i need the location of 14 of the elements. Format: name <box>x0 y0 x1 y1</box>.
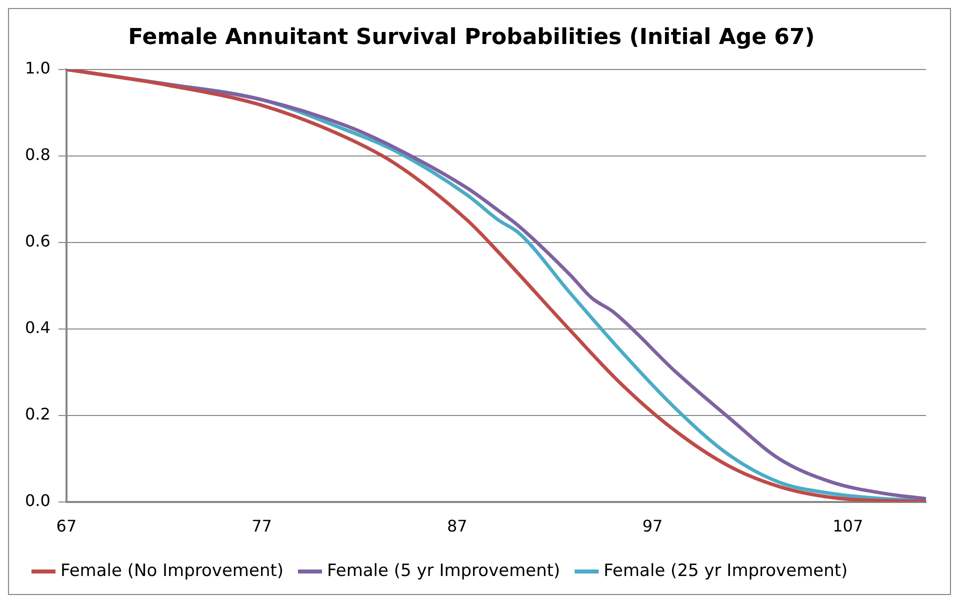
x-tick-label: 97 <box>642 516 663 536</box>
legend-label: Female (No Improvement) <box>60 560 284 581</box>
x-tick-label: 107 <box>832 516 864 536</box>
x-tick-label: 87 <box>446 516 468 536</box>
legend-label: Female (5 yr Improvement) <box>327 560 560 581</box>
y-tick-label: 0.8 <box>24 145 50 164</box>
y-tick-label: 1.0 <box>24 58 50 78</box>
x-tick-label: 67 <box>56 516 77 536</box>
chart-title: Female Annuitant Survival Probabilities (Initial Age 67) <box>128 24 815 50</box>
y-tick-label: 0.6 <box>24 232 50 251</box>
y-tick-label: 0.0 <box>24 490 50 510</box>
y-tick-label: 0.2 <box>24 404 50 424</box>
x-tick-label: 77 <box>252 516 272 536</box>
y-tick-label: 0.4 <box>24 318 50 337</box>
